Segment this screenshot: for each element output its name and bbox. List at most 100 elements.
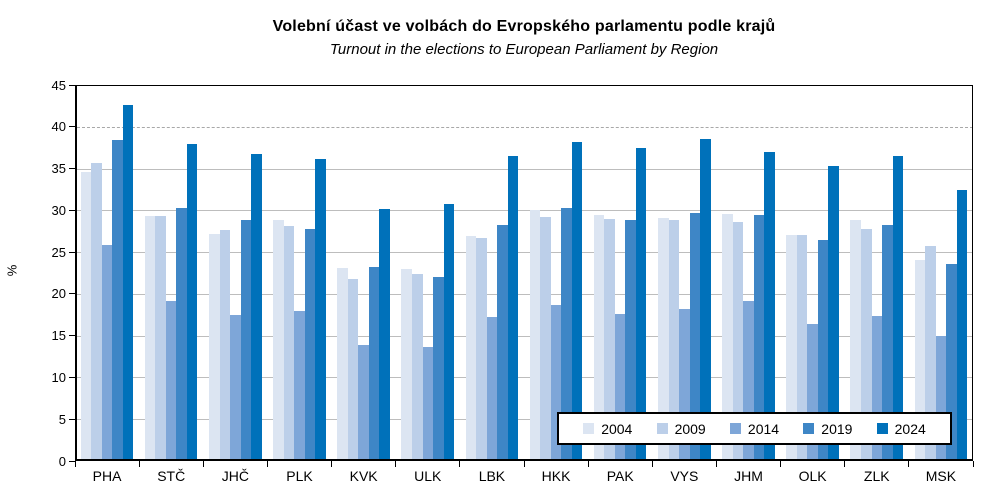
- bar-2024-STČ: [186, 143, 198, 461]
- bar-2004-PAK: [593, 215, 605, 461]
- y-tick-label-45: 45: [51, 77, 66, 93]
- bar-group-STČ: [139, 85, 203, 461]
- bar-2004-LBK: [465, 236, 477, 461]
- x-tick-label-HKK: HKK: [541, 468, 571, 484]
- bar-2004-HKK: [529, 209, 541, 461]
- x-tick-label-MSK: MSK: [925, 468, 957, 484]
- y-tick-mark-5: [69, 418, 75, 420]
- bar-group-JHČ: [203, 85, 267, 461]
- bar-group-PAK: [588, 85, 652, 461]
- x-tick-mark-9: [651, 461, 653, 467]
- legend-item-2014: 2014: [729, 420, 780, 437]
- bar-2014-PLK: [294, 311, 305, 461]
- y-tick-label-15: 15: [51, 328, 66, 344]
- x-tick-label-OLK: OLK: [798, 468, 827, 484]
- bar-2024-KVK: [379, 208, 390, 461]
- bar-2024-ZLK: [892, 156, 904, 461]
- bar-2019-ULK: [433, 277, 444, 461]
- y-tick-mark-40: [69, 126, 75, 128]
- bar-group-JHM: [716, 85, 780, 461]
- bar-2019-PHA: [112, 140, 123, 461]
- legend-swatch-2014: [729, 423, 741, 434]
- bar-2009-OLK: [796, 235, 808, 461]
- bar-2019-PLK: [304, 228, 316, 461]
- bar-2004-OLK: [786, 234, 797, 461]
- bar-2004-JHČ: [209, 233, 220, 461]
- bar-2014-VYS: [679, 308, 690, 461]
- bar-2009-ULK: [411, 273, 423, 461]
- x-tick-label-JHČ: JHČ: [221, 468, 249, 484]
- bar-2014-OLK: [807, 323, 818, 461]
- bar-2009-HKK: [540, 217, 551, 461]
- bar-2014-ZLK: [871, 315, 883, 461]
- bar-2014-KVK: [358, 344, 369, 461]
- legend-label-2014: 2014: [747, 420, 780, 437]
- bar-group-PHA: [75, 85, 139, 461]
- bar-2009-KVK: [347, 278, 359, 461]
- bar-2009-PHA: [91, 162, 102, 461]
- bar-2004-KVK: [337, 268, 348, 461]
- bar-group-LBK: [460, 85, 524, 461]
- x-tick-mark-4: [331, 461, 333, 467]
- bar-2014-PHA: [101, 245, 113, 461]
- x-tick-mark-8: [587, 461, 589, 467]
- y-axis-title: %: [4, 264, 20, 277]
- bar-2004-MSK: [914, 260, 926, 461]
- bar-2024-ULK: [443, 203, 455, 461]
- bar-2024-VYS: [700, 139, 711, 461]
- legend-item-2024: 2024: [876, 421, 926, 437]
- bar-2004-STČ: [144, 216, 156, 461]
- legend-label-2004: 2004: [601, 420, 633, 437]
- legend-item-2009: 2009: [656, 421, 706, 437]
- bar-2009-PAK: [604, 218, 615, 461]
- bar-2019-JHM: [753, 214, 765, 461]
- bar-2004-ULK: [401, 268, 412, 461]
- x-tick-label-ULK: ULK: [414, 468, 442, 484]
- bar-2024-HKK: [571, 141, 583, 461]
- bar-2019-HKK: [561, 207, 572, 461]
- y-tick-mark-0: [69, 460, 75, 462]
- legend-swatch-2019: [803, 423, 815, 434]
- bar-2019-PAK: [625, 219, 636, 461]
- bar-2009-VYS: [668, 219, 680, 461]
- bar-2024-PHA: [122, 105, 134, 461]
- x-tick-mark-10: [715, 461, 717, 467]
- x-tick-mark-7: [523, 461, 525, 467]
- bar-2009-STČ: [155, 216, 166, 461]
- y-tick-mark-20: [69, 293, 75, 295]
- x-tick-mark-6: [459, 461, 461, 467]
- bar-2014-HKK: [550, 304, 562, 461]
- bar-2009-JHČ: [219, 230, 231, 461]
- bar-2024-MSK: [956, 190, 968, 461]
- x-tick-label-ZLK: ZLK: [863, 468, 890, 484]
- bar-2019-VYS: [689, 212, 701, 461]
- bar-2009-ZLK: [860, 228, 872, 461]
- bar-2019-STČ: [176, 207, 187, 461]
- bar-2019-ZLK: [882, 224, 893, 461]
- legend-item-2019: 2019: [803, 421, 852, 437]
- legend-swatch-2004: [583, 423, 595, 434]
- x-tick-mark-13: [908, 461, 910, 467]
- bar-2019-OLK: [817, 239, 829, 461]
- bar-2019-MSK: [946, 263, 957, 461]
- y-tick-label-35: 35: [51, 161, 66, 177]
- bar-2004-PLK: [273, 219, 284, 461]
- gridline-30: [77, 210, 973, 212]
- bar-2009-LBK: [476, 237, 487, 461]
- bar-2014-STČ: [165, 301, 177, 461]
- bar-2009-JHM: [732, 222, 744, 461]
- bar-2024-OLK: [828, 166, 839, 461]
- bar-2009-PLK: [283, 226, 295, 461]
- bar-2014-JHM: [743, 301, 754, 461]
- bar-group-OLK: [781, 85, 845, 461]
- x-tick-mark-0: [74, 461, 76, 467]
- legend-item-2004: 2004: [583, 421, 632, 437]
- y-tick-label-20: 20: [51, 286, 66, 302]
- gridline-35: [77, 168, 973, 170]
- bar-2024-JHČ: [251, 153, 262, 461]
- bar-group-VYS: [652, 85, 716, 461]
- bar-2024-LBK: [507, 156, 519, 461]
- x-tick-label-PLK: PLK: [286, 468, 313, 484]
- y-tick-label-0: 0: [58, 453, 66, 469]
